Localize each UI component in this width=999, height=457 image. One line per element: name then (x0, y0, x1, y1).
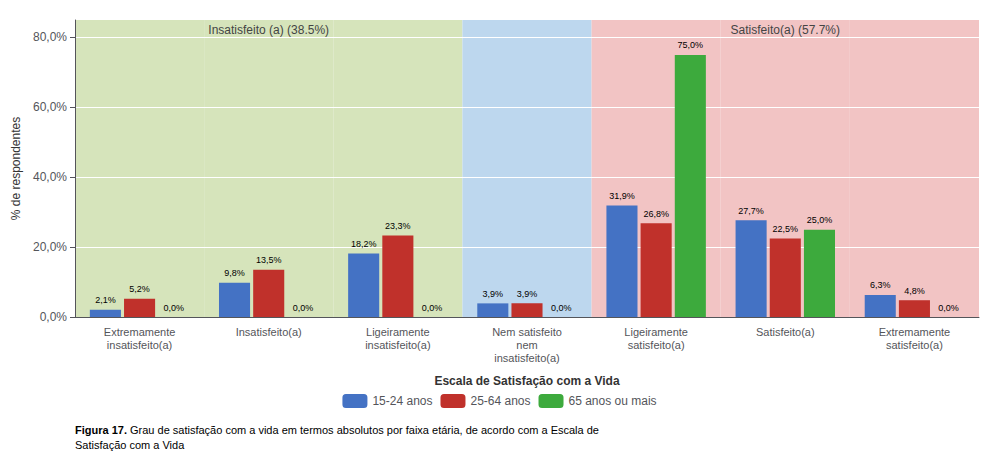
svg-text:0,0%: 0,0% (40, 310, 68, 324)
svg-text:40,0%: 40,0% (33, 170, 67, 184)
svg-text:60,0%: 60,0% (33, 100, 67, 114)
svg-text:3,9%: 3,9% (483, 289, 504, 299)
svg-text:31,9%: 31,9% (609, 191, 635, 201)
svg-text:Extremamente: Extremamente (104, 326, 176, 338)
svg-text:25,0%: 25,0% (807, 215, 833, 225)
svg-text:75,0%: 75,0% (678, 40, 704, 50)
svg-text:Ligeiramente: Ligeiramente (624, 326, 688, 338)
svg-text:80,0%: 80,0% (33, 30, 67, 44)
svg-text:Satisfeito(a): Satisfeito(a) (756, 326, 815, 338)
svg-text:25-64 anos: 25-64 anos (470, 394, 530, 408)
svg-text:13,5%: 13,5% (256, 255, 282, 265)
svg-text:satisfeito(a): satisfeito(a) (628, 339, 685, 351)
svg-text:20,0%: 20,0% (33, 240, 67, 254)
svg-text:0,0%: 0,0% (163, 303, 184, 313)
svg-text:Ligeiramente: Ligeiramente (366, 326, 430, 338)
svg-text:Insatisfeito (a) (38.5%): Insatisfeito (a) (38.5%) (208, 23, 329, 37)
svg-text:5,2%: 5,2% (129, 284, 150, 294)
svg-text:Figura 17.: Figura 17. (75, 424, 127, 436)
svg-text:Grau de satisfação com a vida: Grau de satisfação com a vida em termos … (130, 424, 599, 436)
svg-text:22,5%: 22,5% (773, 224, 799, 234)
svg-text:satisfeito(a): satisfeito(a) (886, 339, 943, 351)
svg-text:insatisfeito(a): insatisfeito(a) (494, 352, 559, 364)
svg-text:2,1%: 2,1% (95, 295, 116, 305)
svg-text:Nem satisfeito: Nem satisfeito (492, 326, 562, 338)
svg-text:0,0%: 0,0% (293, 303, 314, 313)
svg-text:27,7%: 27,7% (738, 206, 764, 216)
svg-text:insatisfeito(a): insatisfeito(a) (107, 339, 172, 351)
svg-text:Satisfeito(a) (57.7%): Satisfeito(a) (57.7%) (731, 23, 840, 37)
svg-text:6,3%: 6,3% (870, 280, 891, 290)
svg-text:0,0%: 0,0% (551, 303, 572, 313)
svg-text:insatisfeito(a): insatisfeito(a) (365, 339, 430, 351)
svg-text:Insatisfeito(a): Insatisfeito(a) (236, 326, 302, 338)
svg-text:Escala de Satisfação com a Vid: Escala de Satisfação com a Vida (434, 374, 620, 388)
svg-text:4,8%: 4,8% (904, 286, 925, 296)
svg-text:65 anos ou mais: 65 anos ou mais (569, 394, 657, 408)
svg-text:Satisfação com a Vida: Satisfação com a Vida (75, 439, 185, 451)
svg-text:26,8%: 26,8% (643, 209, 669, 219)
svg-text:Extremamente: Extremamente (879, 326, 951, 338)
svg-text:0,0%: 0,0% (422, 303, 443, 313)
svg-text:0,0%: 0,0% (938, 303, 959, 313)
svg-text:% de respondentes: % de respondentes (9, 117, 23, 220)
svg-text:18,2%: 18,2% (351, 239, 377, 249)
svg-text:9,8%: 9,8% (224, 268, 245, 278)
svg-text:3,9%: 3,9% (517, 289, 538, 299)
svg-text:15-24 anos: 15-24 anos (372, 394, 432, 408)
svg-text:23,3%: 23,3% (385, 221, 411, 231)
svg-text:nem: nem (516, 339, 537, 351)
